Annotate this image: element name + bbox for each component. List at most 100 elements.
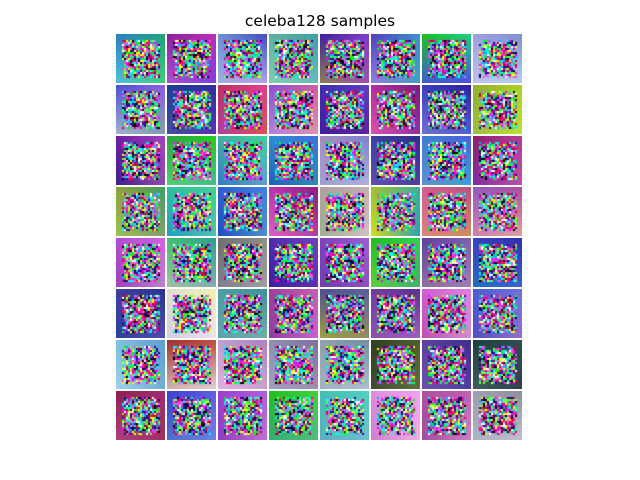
sample-image [320,187,369,236]
sample-tile [473,391,522,440]
sample-image [371,85,420,134]
sample-image [116,340,165,389]
sample-image [422,187,471,236]
sample-tile [422,340,471,389]
sample-tile [422,85,471,134]
sample-tile [371,136,420,185]
sample-tile [371,187,420,236]
sample-image [167,187,216,236]
sample-tile [473,136,522,185]
sample-image [269,391,318,440]
sample-grid [116,34,524,442]
sample-tile [269,340,318,389]
sample-image [320,136,369,185]
sample-tile [371,85,420,134]
sample-tile [320,187,369,236]
sample-tile [116,34,165,83]
sample-image [371,340,420,389]
sample-tile [371,391,420,440]
sample-image [218,340,267,389]
figure-title: celeba128 samples [244,12,396,30]
sample-image [218,187,267,236]
sample-tile [167,289,216,338]
sample-tile [116,340,165,389]
sample-tile [473,187,522,236]
sample-tile [269,85,318,134]
sample-image [218,85,267,134]
sample-tile [167,340,216,389]
sample-tile [167,187,216,236]
sample-tile [422,136,471,185]
sample-image [218,136,267,185]
sample-image [269,289,318,338]
sample-tile [269,238,318,287]
sample-tile [269,187,318,236]
sample-tile [218,187,267,236]
sample-tile [473,238,522,287]
sample-image [269,85,318,134]
sample-tile [218,136,267,185]
sample-tile [422,238,471,287]
sample-image [422,289,471,338]
sample-tile [116,238,165,287]
sample-tile [320,85,369,134]
sample-image [167,34,216,83]
sample-image [269,340,318,389]
sample-tile [371,340,420,389]
sample-image [320,34,369,83]
sample-image [371,136,420,185]
sample-image [473,34,522,83]
sample-tile [167,136,216,185]
sample-image [371,187,420,236]
sample-tile [269,34,318,83]
sample-tile [167,85,216,134]
sample-tile [167,238,216,287]
sample-tile [371,238,420,287]
sample-image [116,136,165,185]
sample-image [473,391,522,440]
sample-image [167,238,216,287]
sample-image [269,34,318,83]
sample-tile [422,391,471,440]
sample-image [320,391,369,440]
sample-tile [473,340,522,389]
sample-image [422,391,471,440]
sample-tile [269,391,318,440]
sample-tile [269,289,318,338]
sample-image [269,136,318,185]
sample-image [218,34,267,83]
sample-tile [320,34,369,83]
sample-image [218,289,267,338]
sample-tile [422,34,471,83]
sample-image [218,391,267,440]
sample-image [116,85,165,134]
sample-tile [116,136,165,185]
sample-tile [116,391,165,440]
sample-tile [371,289,420,338]
sample-image [320,289,369,338]
sample-image [167,289,216,338]
sample-image [422,34,471,83]
sample-image [218,238,267,287]
sample-image [320,238,369,287]
sample-image [116,34,165,83]
sample-image [167,391,216,440]
sample-tile [473,34,522,83]
sample-image [473,238,522,287]
sample-image [167,85,216,134]
sample-tile [320,238,369,287]
sample-image [473,85,522,134]
sample-tile [473,289,522,338]
sample-tile [218,238,267,287]
sample-tile [320,136,369,185]
sample-tile [116,187,165,236]
sample-tile [116,85,165,134]
sample-image [167,136,216,185]
sample-tile [269,136,318,185]
sample-tile [218,289,267,338]
sample-tile [116,289,165,338]
sample-tile [167,391,216,440]
sample-image [269,238,318,287]
sample-tile [422,187,471,236]
sample-image [167,340,216,389]
